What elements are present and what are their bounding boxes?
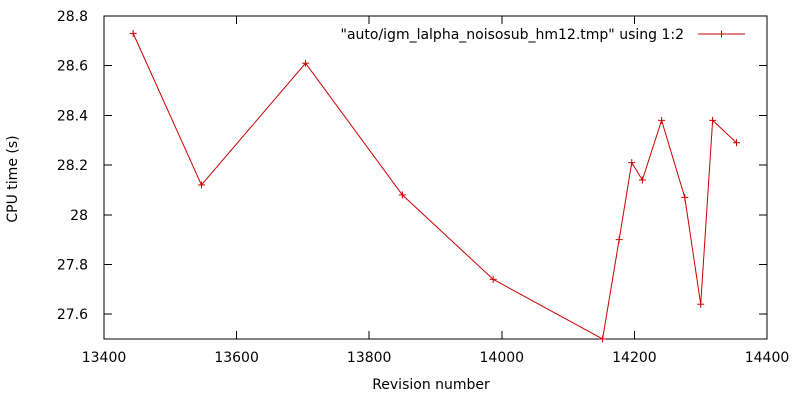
x-axis-tick-labels: 13400 13600 13800 14000 14200 14400	[82, 350, 790, 366]
data-point-marker	[599, 335, 607, 343]
y-axis-label: CPU time (s)	[5, 135, 21, 222]
x-tick-label: 13800	[347, 350, 392, 366]
data-point-marker	[681, 193, 689, 201]
series-line	[132, 33, 737, 340]
y-tick-label: 27.6	[57, 307, 88, 323]
x-tick-label: 13400	[82, 350, 127, 366]
data-point-marker	[697, 300, 705, 308]
data-point-marker	[658, 116, 666, 124]
y-tick-label: 27.8	[57, 257, 88, 273]
plot-frame	[103, 15, 768, 340]
data-point-marker	[129, 29, 137, 37]
legend-marker-plus	[718, 30, 725, 38]
data-point-marker	[733, 139, 741, 147]
data-point-marker	[615, 236, 623, 244]
y-tick-label: 28.2	[57, 158, 88, 174]
data-point-marker	[302, 59, 310, 67]
y-tick-label: 28.8	[57, 9, 88, 25]
x-tick-label: 13600	[214, 350, 259, 366]
data-point-marker	[638, 176, 646, 184]
x-axis-label: Revision number	[372, 377, 490, 393]
y-axis-tick-labels: 27.6 27.8 28 28.2 28.4 28.6 28.8	[57, 9, 88, 323]
y-tick-label: 28.4	[57, 108, 88, 124]
y-tick-label: 28	[70, 208, 88, 224]
series-layer	[129, 29, 741, 343]
legend-series-label: "auto/igm_lalpha_noisosub_hm12.tmp" usin…	[341, 27, 685, 43]
legend: "auto/igm_lalpha_noisosub_hm12.tmp" usin…	[341, 27, 745, 43]
data-point-marker	[197, 181, 205, 189]
x-axis-ticks	[103, 16, 768, 339]
data-point-marker	[628, 159, 636, 167]
data-point-marker	[398, 191, 406, 199]
y-axis-ticks	[104, 15, 767, 315]
x-tick-label: 14000	[480, 350, 525, 366]
data-point-marker	[709, 116, 717, 124]
data-point-marker	[489, 275, 497, 283]
legend-series-marker	[718, 30, 725, 38]
x-tick-label: 14200	[612, 350, 657, 366]
x-tick-label: 14400	[745, 350, 790, 366]
y-tick-label: 28.6	[57, 59, 88, 75]
